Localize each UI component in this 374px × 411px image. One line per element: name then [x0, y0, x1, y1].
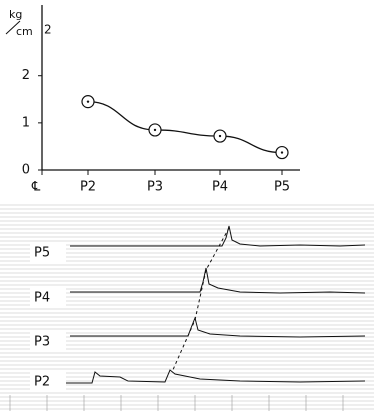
data-line: [88, 102, 282, 153]
y-unit: 2: [44, 23, 52, 37]
x-tick-label: P4: [212, 180, 228, 195]
y-tick-label: 0: [22, 163, 30, 178]
trace-labels: P5 P4 P3 P2: [30, 243, 66, 392]
data-point-center: [154, 129, 156, 131]
x-tick-label: ℄: [31, 180, 41, 195]
y-tick-label: 1: [22, 115, 30, 130]
trace-label: P2: [34, 375, 50, 390]
data-point-center: [219, 135, 221, 137]
y-unit: cm: [16, 25, 33, 38]
figure: kg cm 2 P5 P4 P3 P2 0 1 2 ℄ P2 P3 P4 P5: [0, 0, 374, 411]
trace-label: P5: [34, 246, 50, 261]
trace-label: P4: [34, 291, 50, 306]
y-unit: kg: [9, 8, 22, 21]
trace-label: P3: [34, 335, 50, 350]
x-tick-label: P3: [147, 180, 163, 195]
y-tick-label: 2: [22, 68, 30, 83]
traces: [30, 226, 365, 383]
data-point-center: [281, 151, 283, 153]
arrival-line: [172, 228, 229, 372]
x-tick-label: P2: [80, 180, 96, 195]
x-tick-label: P5: [274, 180, 290, 195]
data-point-center: [87, 100, 89, 102]
